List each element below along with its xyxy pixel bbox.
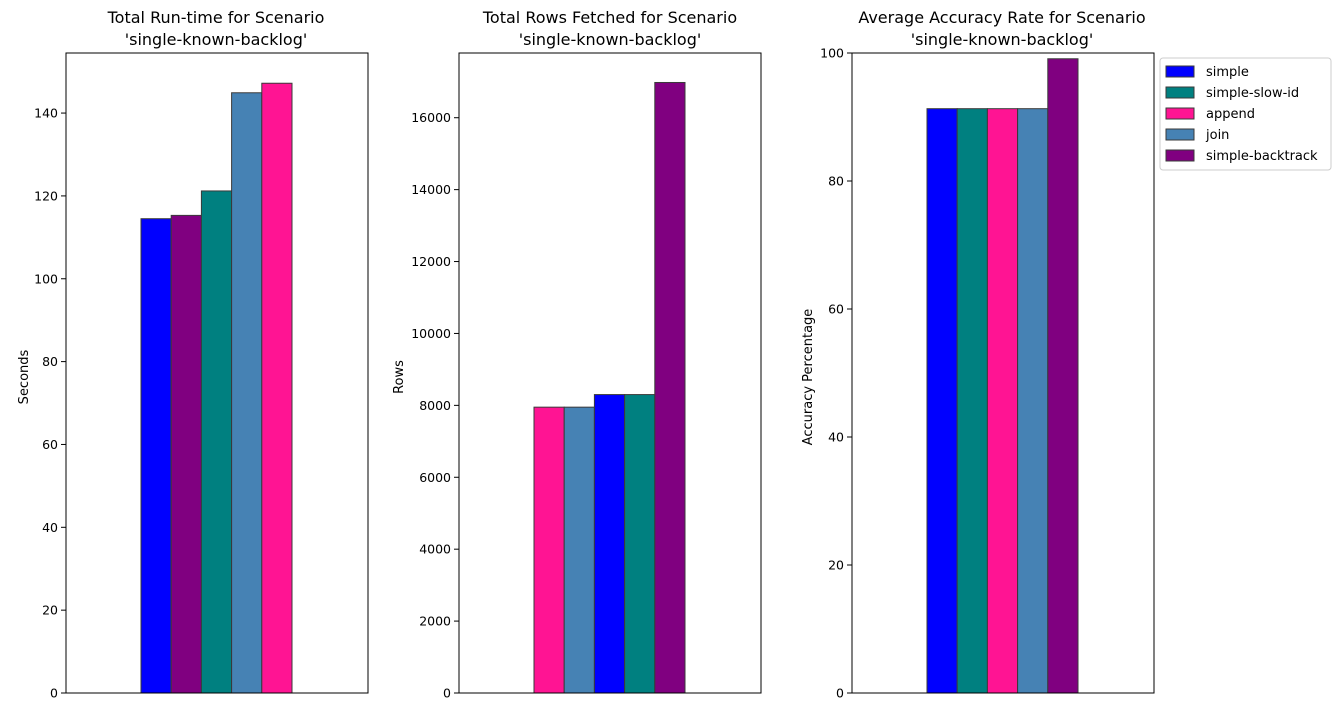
legend-swatch-join xyxy=(1165,128,1195,141)
bar-append xyxy=(986,108,1019,694)
chart-title-line2: 'single-known-backlog' xyxy=(125,30,308,49)
y-tick-label: 60 xyxy=(42,437,58,452)
y-tick-label: 140 xyxy=(34,106,58,121)
y-tick-label: 0 xyxy=(836,686,844,701)
axes-frame xyxy=(851,52,1155,694)
y-tick-label: 120 xyxy=(34,188,58,203)
y-tick-label: 0 xyxy=(443,686,451,701)
legend-label-simple: simple xyxy=(1206,65,1249,80)
axes-frame xyxy=(458,52,762,694)
bar-simple xyxy=(140,218,172,694)
y-tick-label: 2000 xyxy=(419,614,451,629)
chart-title-line2: 'single-known-backlog' xyxy=(911,30,1094,49)
y-tick-label: 40 xyxy=(42,520,58,535)
legend-label-join: join xyxy=(1205,128,1229,143)
y-tick-label: 12000 xyxy=(411,254,451,269)
bar-join xyxy=(231,92,263,694)
legend-label-simple-slow-id: simple-slow-id xyxy=(1206,86,1299,101)
bar-simple-backtrack xyxy=(170,214,202,694)
legend-swatch-simple-backtrack xyxy=(1165,149,1195,162)
bar-simple-slow-id xyxy=(956,108,988,694)
bar-simple xyxy=(593,394,626,694)
axes-frame xyxy=(65,52,369,694)
y-tick-label: 100 xyxy=(34,271,58,286)
chart-2: Total Rows Fetched for Scenario 'single-k… xyxy=(392,8,762,701)
bar-join xyxy=(563,406,595,694)
legend: simple simple-slow-id append join simple-bac… xyxy=(1159,57,1332,171)
y-tick-label: 16000 xyxy=(411,110,451,125)
y-tick-label: 20 xyxy=(828,558,844,573)
y-tick-label: 4000 xyxy=(419,542,451,557)
bar-simple xyxy=(926,108,958,694)
legend-swatch-simple-slow-id xyxy=(1165,86,1195,99)
chart-title-line2: 'single-known-backlog' xyxy=(519,30,702,49)
legend-swatch-simple xyxy=(1165,65,1195,78)
y-tick-label: 10000 xyxy=(411,326,451,341)
bar-simple-backtrack xyxy=(654,81,686,694)
chart-title-line1: Average Accuracy Rate for Scenario xyxy=(858,8,1145,27)
y-tick-label: 8000 xyxy=(419,398,451,413)
bar-join xyxy=(1017,108,1049,694)
y-tick-label: 0 xyxy=(50,686,58,701)
y-tick-label: 20 xyxy=(42,603,58,618)
bar-simple-slow-id xyxy=(200,190,233,694)
y-tick-label: 60 xyxy=(828,302,844,317)
bar-append xyxy=(533,406,565,694)
legend-label-simple-backtrack: simple-backtrack xyxy=(1206,149,1318,164)
bar-simple-slow-id xyxy=(624,394,656,694)
bar-simple-backtrack xyxy=(1047,58,1079,694)
y-axis-label: Rows xyxy=(392,360,407,394)
y-tick-label: 14000 xyxy=(411,182,451,197)
y-axis-label: Accuracy Percentage xyxy=(801,309,816,446)
bar-append xyxy=(261,82,293,694)
y-tick-label: 100 xyxy=(820,46,844,61)
y-tick-label: 40 xyxy=(828,430,844,445)
chart-title-line1: Total Run-time for Scenario xyxy=(107,8,325,27)
chart-1: Total Run-time for Scenario 'single-known… xyxy=(17,8,369,701)
legend-box xyxy=(1159,57,1332,171)
y-tick-label: 6000 xyxy=(419,470,451,485)
chart-title-line1: Total Rows Fetched for Scenario xyxy=(482,8,737,27)
y-tick-label: 80 xyxy=(828,174,844,189)
legend-label-append: append xyxy=(1206,107,1255,122)
y-tick-label: 80 xyxy=(42,354,58,369)
y-axis-label: Seconds xyxy=(17,349,32,404)
chart-3: Average Accuracy Rate for Scenario 'singl… xyxy=(801,8,1155,701)
legend-swatch-append xyxy=(1165,107,1195,120)
